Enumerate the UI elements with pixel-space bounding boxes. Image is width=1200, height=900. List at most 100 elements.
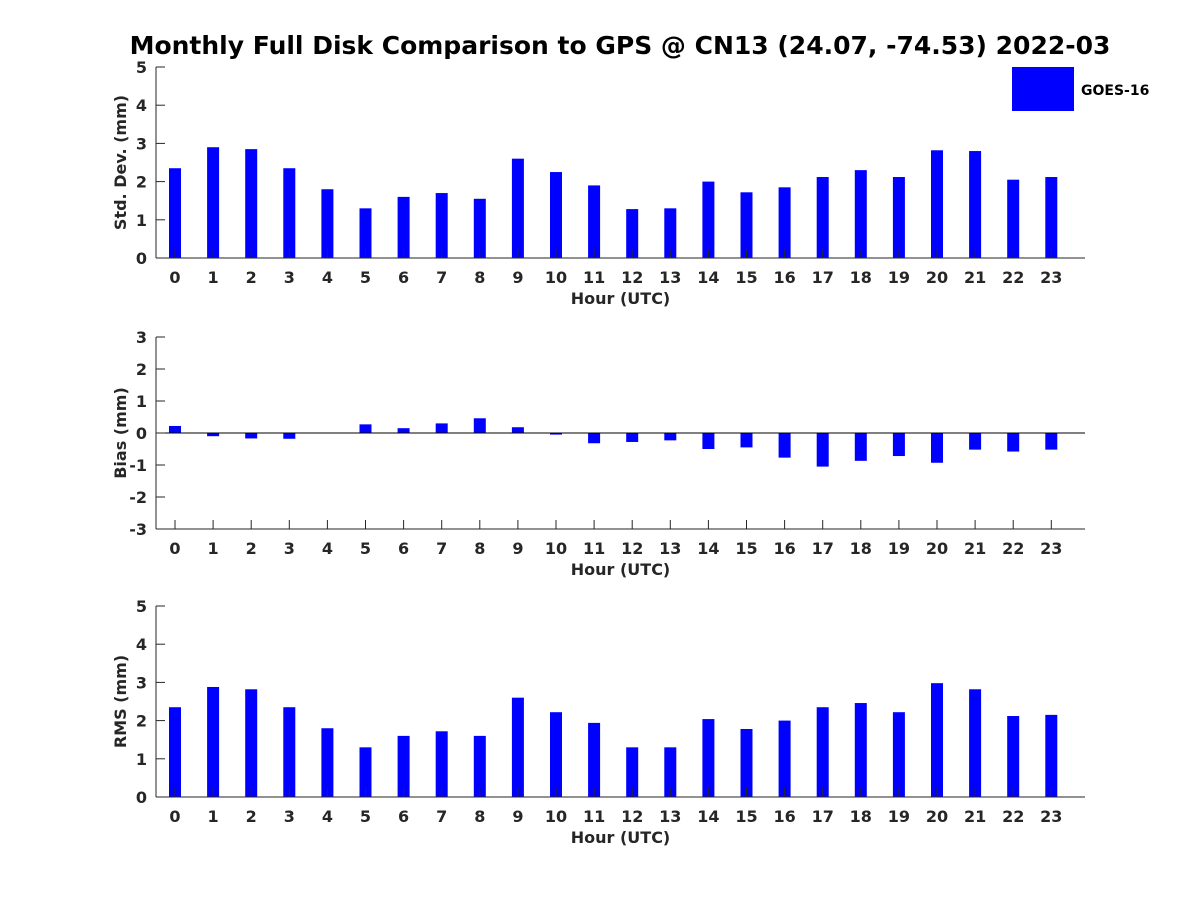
x-tick-label-std-dev-7: 7 bbox=[436, 268, 447, 287]
bar-std-dev-7 bbox=[435, 193, 448, 258]
x-tick-label-std-dev-21: 21 bbox=[964, 268, 986, 287]
y-tick-label-bias-1: 1 bbox=[136, 392, 147, 411]
x-tick-label-std-dev-3: 3 bbox=[284, 268, 295, 287]
bar-bias-8 bbox=[473, 418, 486, 433]
bar-bias-6 bbox=[397, 428, 410, 433]
x-tick-label-rms-3: 3 bbox=[284, 807, 295, 826]
x-tick-label-rms-2: 2 bbox=[246, 807, 257, 826]
bar-std-dev-19 bbox=[892, 177, 905, 258]
x-tick-label-bias-5: 5 bbox=[360, 539, 371, 558]
x-tick-label-bias-21: 21 bbox=[964, 539, 986, 558]
bar-std-dev-8 bbox=[473, 198, 486, 258]
x-tick-label-std-dev-11: 11 bbox=[583, 268, 605, 287]
x-tick-label-std-dev-1: 1 bbox=[208, 268, 219, 287]
x-tick-label-bias-4: 4 bbox=[322, 539, 333, 558]
x-tick-label-std-dev-2: 2 bbox=[246, 268, 257, 287]
bar-rms-11 bbox=[588, 722, 601, 797]
bar-rms-2 bbox=[245, 689, 258, 797]
x-tick-label-rms-9: 9 bbox=[512, 807, 523, 826]
x-tick-label-bias-6: 6 bbox=[398, 539, 409, 558]
y-tick-label-rms-1: 1 bbox=[136, 750, 147, 769]
bar-bias-10 bbox=[550, 433, 562, 435]
bar-std-dev-22 bbox=[1007, 179, 1020, 258]
x-tick-label-bias-17: 17 bbox=[812, 539, 834, 558]
x-tick-label-std-dev-9: 9 bbox=[512, 268, 523, 287]
x-tick-label-bias-15: 15 bbox=[735, 539, 757, 558]
bar-rms-6 bbox=[397, 735, 410, 797]
bar-std-dev-13 bbox=[664, 208, 677, 258]
x-tick-label-std-dev-22: 22 bbox=[1002, 268, 1024, 287]
x-tick-label-std-dev-20: 20 bbox=[926, 268, 948, 287]
x-tick-label-std-dev-13: 13 bbox=[659, 268, 681, 287]
x-tick-label-bias-22: 22 bbox=[1002, 539, 1024, 558]
bar-bias-1 bbox=[207, 433, 220, 437]
x-tick-label-rms-18: 18 bbox=[850, 807, 872, 826]
x-tick-label-rms-17: 17 bbox=[812, 807, 834, 826]
bar-bias-19 bbox=[892, 433, 905, 457]
x-tick-label-rms-4: 4 bbox=[322, 807, 333, 826]
y-tick-label-std-dev-4: 4 bbox=[136, 96, 147, 115]
bar-std-dev-3 bbox=[283, 168, 296, 258]
x-tick-label-bias-10: 10 bbox=[545, 539, 567, 558]
bar-bias-12 bbox=[626, 433, 639, 442]
y-tick-label-rms-5: 5 bbox=[136, 597, 147, 616]
bar-std-dev-4 bbox=[321, 189, 334, 258]
bar-rms-16 bbox=[778, 720, 791, 797]
x-tick-label-std-dev-10: 10 bbox=[545, 268, 567, 287]
bar-rms-20 bbox=[931, 683, 943, 797]
bar-rms-9 bbox=[511, 697, 524, 797]
bar-bias-5 bbox=[359, 424, 372, 433]
x-tick-label-std-dev-0: 0 bbox=[169, 268, 180, 287]
bar-rms-8 bbox=[473, 735, 486, 797]
y-tick-label-std-dev-5: 5 bbox=[136, 58, 147, 77]
x-tick-label-bias-7: 7 bbox=[436, 539, 447, 558]
x-tick-label-bias-14: 14 bbox=[697, 539, 719, 558]
x-axis-label-std-dev: Hour (UTC) bbox=[571, 289, 671, 308]
y-tick-label-std-dev-0: 0 bbox=[136, 249, 147, 268]
bar-std-dev-18 bbox=[854, 170, 867, 258]
x-tick-label-bias-19: 19 bbox=[888, 539, 910, 558]
x-tick-label-std-dev-15: 15 bbox=[735, 268, 757, 287]
bar-std-dev-10 bbox=[550, 172, 562, 258]
x-tick-label-bias-12: 12 bbox=[621, 539, 643, 558]
x-tick-label-bias-13: 13 bbox=[659, 539, 681, 558]
x-tick-label-bias-9: 9 bbox=[512, 539, 523, 558]
bar-std-dev-16 bbox=[778, 187, 791, 258]
x-tick-label-rms-22: 22 bbox=[1002, 807, 1024, 826]
x-axis-label-bias: Hour (UTC) bbox=[571, 560, 671, 579]
x-tick-label-bias-20: 20 bbox=[926, 539, 948, 558]
bar-std-dev-17 bbox=[816, 177, 829, 258]
y-tick-label-std-dev-3: 3 bbox=[136, 134, 147, 153]
bar-rms-13 bbox=[664, 747, 677, 797]
x-tick-label-rms-21: 21 bbox=[964, 807, 986, 826]
bar-bias-20 bbox=[931, 433, 943, 463]
y-axis-label-std-dev: Std. Dev. (mm) bbox=[111, 95, 130, 230]
x-tick-label-std-dev-16: 16 bbox=[773, 268, 795, 287]
y-axis-label-rms: RMS (mm) bbox=[111, 655, 130, 748]
x-tick-label-bias-18: 18 bbox=[850, 539, 872, 558]
x-tick-label-rms-6: 6 bbox=[398, 807, 409, 826]
bar-rms-15 bbox=[740, 729, 753, 797]
bar-bias-9 bbox=[511, 427, 524, 433]
bar-rms-18 bbox=[854, 703, 867, 797]
bar-bias-0 bbox=[169, 425, 181, 433]
bar-bias-21 bbox=[969, 433, 982, 450]
y-tick-label-rms-3: 3 bbox=[136, 673, 147, 692]
bar-rms-21 bbox=[969, 689, 982, 797]
x-tick-label-bias-2: 2 bbox=[246, 539, 257, 558]
x-tick-label-rms-7: 7 bbox=[436, 807, 447, 826]
x-tick-label-rms-12: 12 bbox=[621, 807, 643, 826]
bar-bias-7 bbox=[435, 423, 448, 433]
x-tick-label-bias-23: 23 bbox=[1040, 539, 1062, 558]
bar-bias-16 bbox=[778, 433, 791, 458]
x-tick-label-rms-14: 14 bbox=[697, 807, 719, 826]
bar-std-dev-14 bbox=[702, 181, 715, 258]
figure-title: Monthly Full Disk Comparison to GPS @ CN… bbox=[130, 31, 1111, 60]
y-tick-label-rms-0: 0 bbox=[136, 788, 147, 807]
x-tick-label-rms-19: 19 bbox=[888, 807, 910, 826]
bar-rms-23 bbox=[1045, 714, 1058, 797]
bar-rms-19 bbox=[892, 712, 905, 797]
